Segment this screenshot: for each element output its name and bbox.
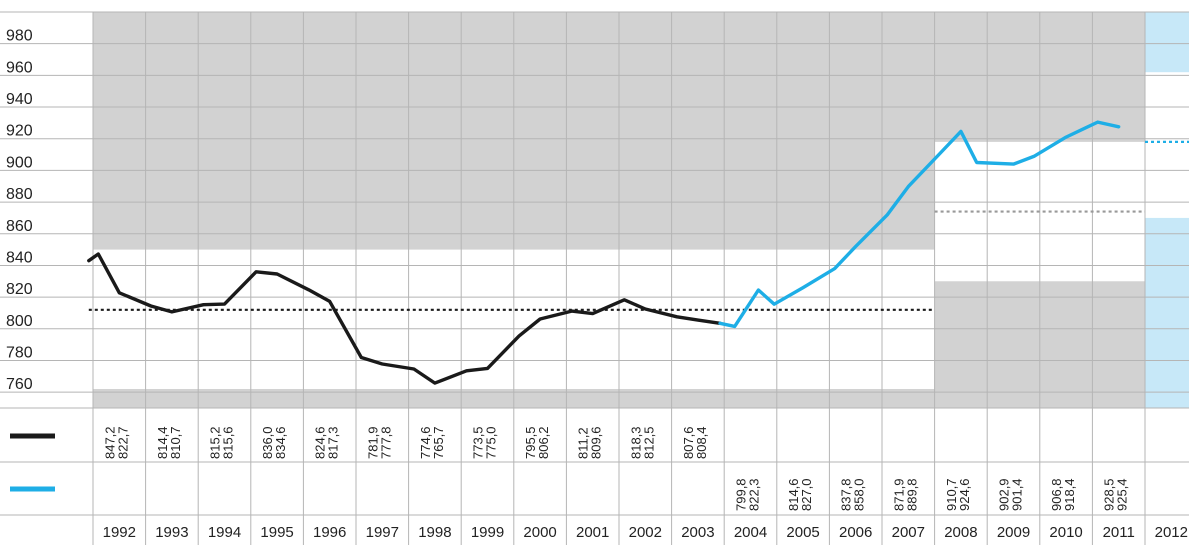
row1-value-label: 812,5 [641, 426, 656, 459]
row2-value-label: 889,8 [904, 478, 919, 511]
series-lines [87, 120, 1121, 385]
row2-value-label: 906,8 [1049, 478, 1064, 511]
row1-value-label: 824,6 [313, 426, 328, 459]
x-tick-label: 2006 [839, 524, 872, 541]
y-tick-label: 840 [6, 249, 33, 266]
y-tick-label: 780 [6, 344, 33, 361]
row2-value-label: 827,0 [799, 478, 814, 511]
y-tick-label: 940 [6, 91, 33, 108]
row2-value-label: 871,9 [891, 478, 906, 511]
y-tick-label: 760 [6, 376, 33, 393]
row2-value-label: 910,7 [944, 478, 959, 511]
y-tick-label: 980 [6, 28, 33, 45]
x-tick-label: 1994 [208, 524, 241, 541]
x-tick-label: 2012 [1155, 524, 1188, 541]
x-tick-label: 2005 [786, 524, 819, 541]
row2-value-label: 925,4 [1115, 478, 1130, 511]
row1-value-label: 774,6 [418, 426, 433, 459]
series-line-2 [718, 120, 1121, 329]
row1-value-label: 775,0 [484, 426, 499, 459]
row1-value-label: 817,3 [326, 426, 341, 459]
y-tick-label: 900 [6, 154, 33, 171]
row2-value-label: 902,9 [997, 478, 1012, 511]
row1-value-label: 807,6 [681, 426, 696, 459]
y-tick-label: 820 [6, 281, 33, 298]
row1-value-label: 809,6 [589, 426, 604, 459]
row1-value-label: 773,5 [471, 426, 486, 459]
row2-value-label: 901,4 [1010, 478, 1025, 511]
x-tick-label: 2004 [734, 524, 767, 541]
series-line-1 [87, 252, 722, 385]
x-tick-label: 1993 [155, 524, 188, 541]
row2-value-label: 837,8 [839, 478, 854, 511]
row1-value-label: 822,7 [115, 426, 130, 459]
y-tick-label: 800 [6, 313, 33, 330]
row1-value-label: 847,2 [102, 426, 117, 459]
row1-value-label: 795,5 [523, 426, 538, 459]
y-axis-ticks: 760 780 800 820 840 860 880 900 920 940 960 980 [6, 28, 33, 393]
x-axis-ticks: 1992 1993 1994 1995 1996 1997 1998 1999 2000 2001… [103, 524, 1188, 541]
x-tick-label: 1998 [418, 524, 451, 541]
row1-value-label: 806,2 [536, 426, 551, 459]
x-tick-label: 2011 [1103, 524, 1135, 541]
row1-value-label: 808,4 [694, 426, 709, 459]
row2-value-label: 918,4 [1062, 478, 1077, 511]
y-tick-label: 880 [6, 186, 33, 203]
y-tick-label: 860 [6, 218, 33, 235]
y-tick-label: 920 [6, 123, 33, 140]
x-tick-label: 1999 [471, 524, 504, 541]
row2-value-label: 799,8 [734, 478, 749, 511]
row1-value-label: 814,4 [155, 426, 170, 459]
x-tick-label: 2008 [944, 524, 977, 541]
row2-value-label: 928,5 [1102, 478, 1117, 511]
row1-value-label: 777,8 [378, 426, 393, 459]
x-tick-label: 1995 [260, 524, 293, 541]
x-tick-label: 2010 [1049, 524, 1082, 541]
row1-value-label: 815,6 [221, 426, 236, 459]
row2-value-label: 858,0 [852, 478, 867, 511]
x-tick-label: 2009 [997, 524, 1030, 541]
row1-value-label: 818,3 [628, 426, 643, 459]
row1-value-label: 815,2 [208, 426, 223, 459]
background-bands [93, 12, 1189, 408]
x-tick-label: 2007 [892, 524, 925, 541]
row1-value-label: 836,0 [260, 426, 275, 459]
x-tick-label: 1996 [313, 524, 346, 541]
band-5 [1145, 217, 1189, 408]
x-tick-label: 1997 [366, 524, 399, 541]
row2-value-label: 822,3 [747, 478, 762, 511]
row2-value-label: 924,6 [957, 478, 972, 511]
x-tick-label: 2000 [523, 524, 556, 541]
x-tick-label: 1992 [103, 524, 136, 541]
x-tick-label: 2003 [681, 524, 714, 541]
row1-value-label: 765,7 [431, 426, 446, 459]
x-tick-label: 2001 [576, 524, 609, 541]
band-4 [1145, 12, 1189, 73]
x-tick-label: 2002 [629, 524, 662, 541]
row1-value-label: 810,7 [168, 426, 183, 459]
grid [0, 11, 1189, 545]
row1-value-label: 781,9 [365, 426, 380, 459]
reference-lines [88, 140, 1189, 311]
row1-value-label: 834,6 [273, 426, 288, 459]
row1-value-label: 811,2 [576, 427, 591, 459]
y-tick-label: 960 [6, 59, 33, 76]
row2-value-label: 814,6 [786, 478, 801, 511]
